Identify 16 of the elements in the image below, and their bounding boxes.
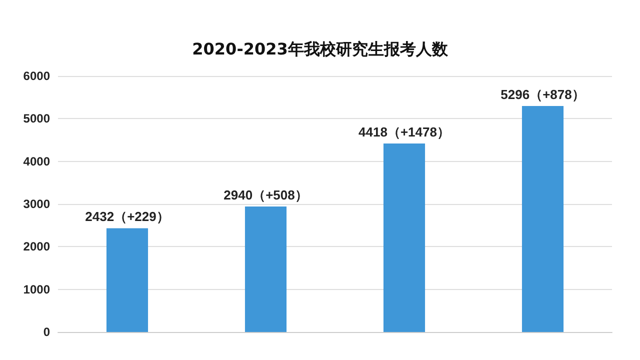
y-tick-label: 1000 (23, 282, 50, 296)
y-tick-label: 5000 (23, 112, 50, 126)
bar (244, 206, 287, 332)
y-tick-label: 4000 (23, 154, 50, 168)
bar (106, 228, 148, 332)
data-label: 2940（+508） (224, 188, 308, 203)
bar (522, 106, 564, 332)
data-label: 5296（+878） (500, 87, 585, 102)
bar (383, 144, 426, 332)
y-tick-label: 0 (43, 325, 50, 339)
data-label: 2432（+229） (85, 209, 170, 224)
y-tick-label: 3000 (23, 197, 50, 211)
chart-title: 2020-2023年我校研究生报考人数 (192, 40, 449, 58)
y-tick-label: 6000 (23, 69, 50, 83)
data-label: 4418（+1478） (358, 124, 450, 140)
y-tick-label: 2000 (23, 240, 50, 254)
